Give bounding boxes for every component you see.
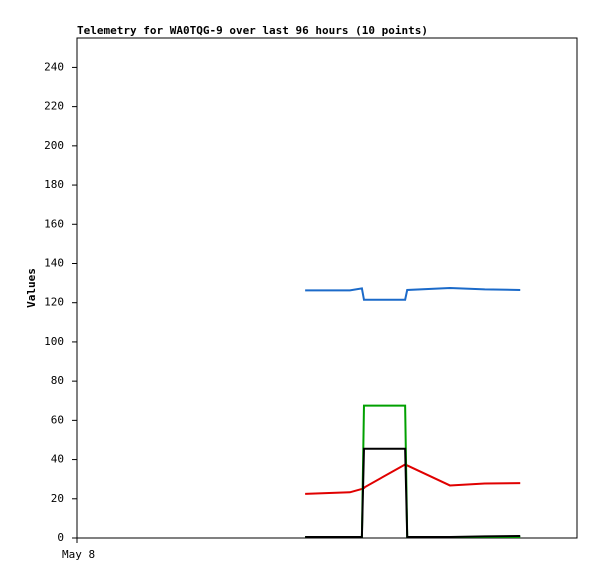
y-tick-label: 200: [44, 139, 64, 152]
series-line: [305, 286, 521, 301]
y-tick-label: 160: [44, 217, 64, 230]
y-tick-label: 100: [44, 335, 64, 348]
y-tick-label: 120: [44, 296, 64, 309]
y-tick-label: 240: [44, 60, 64, 73]
y-tick-label: 0: [57, 531, 64, 544]
y-tick-label: 20: [51, 492, 64, 505]
series-line: [305, 463, 521, 495]
y-tick-label: 140: [44, 256, 64, 269]
y-tick-label: 80: [51, 374, 64, 387]
series-line: [305, 447, 521, 539]
y-tick-label: 220: [44, 100, 64, 113]
y-tick-label: 180: [44, 178, 64, 191]
x-tick-label: May 8: [62, 548, 95, 561]
y-tick-label: 40: [51, 453, 64, 466]
y-axis-label: Values: [25, 268, 38, 308]
y-tick-label: 60: [51, 413, 64, 426]
chart-title: Telemetry for WA0TQG-9 over last 96 hour…: [77, 24, 428, 37]
